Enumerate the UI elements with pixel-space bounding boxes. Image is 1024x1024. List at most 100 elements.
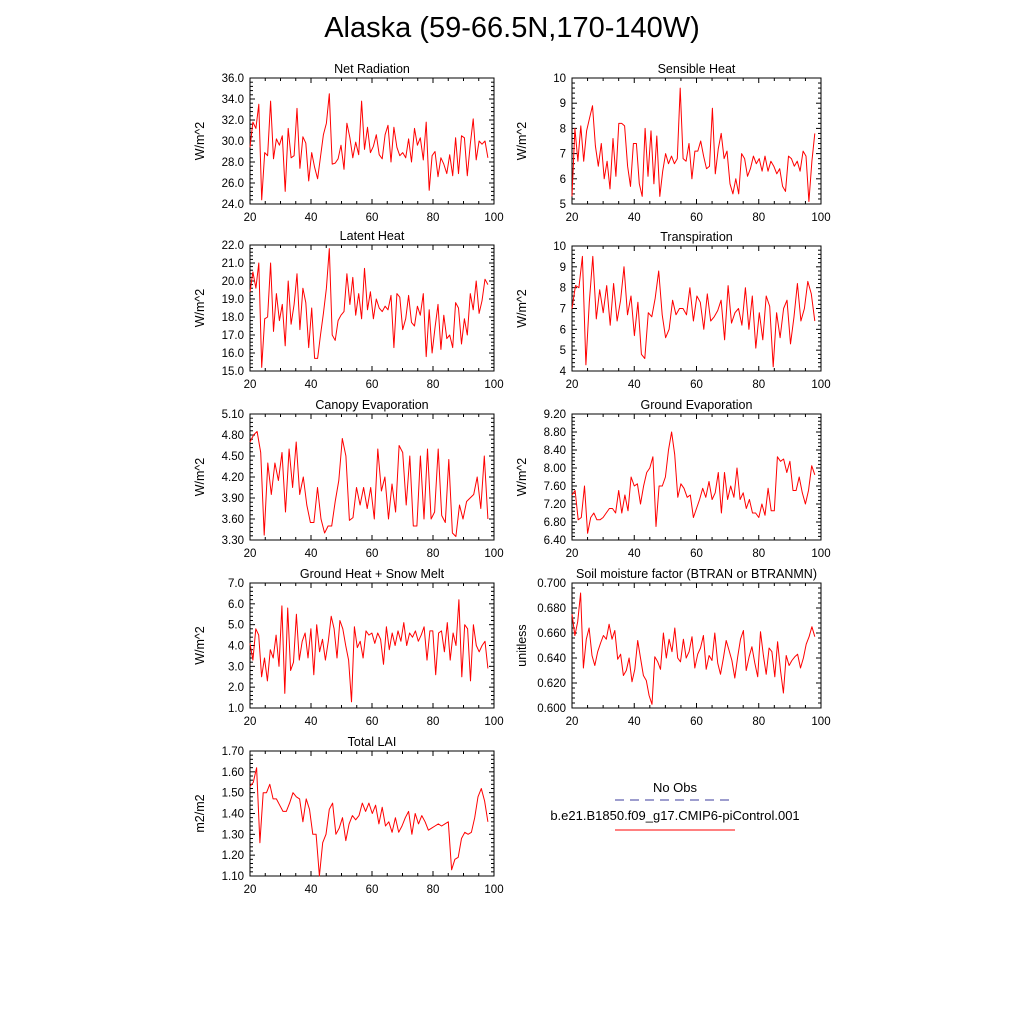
panel-title: Canopy Evaporation (315, 398, 428, 412)
y-tick-label: 6.80 (544, 517, 566, 529)
y-tick-label: 1.40 (222, 809, 244, 821)
y-tick-label: 0.680 (537, 603, 566, 615)
panel-net-radiation: Net Radiation 20 40 60 80 100 24.0 26.0 28.0 30.0… (193, 62, 504, 224)
y-tick-label: 8 (560, 283, 566, 295)
panel-title: Net Radiation (334, 62, 410, 76)
y-tick-label: 1.0 (228, 703, 244, 715)
y-tick-label: 9 (560, 262, 566, 274)
x-tick-label: 20 (244, 548, 257, 560)
x-tick-label: 80 (427, 212, 440, 224)
series-line-latent-heat (249, 248, 489, 368)
y-tick-label: 7.60 (544, 481, 566, 493)
x-tick-label: 40 (305, 884, 318, 896)
y-tick-label: 7.20 (544, 499, 566, 511)
series-line-transpiration (571, 255, 816, 368)
x-tick-label: 40 (305, 716, 318, 728)
y-tick-label: 3.90 (222, 493, 244, 505)
panel-title: Transpiration (660, 230, 733, 244)
x-tick-label: 80 (752, 716, 765, 728)
y-tick-label: 8.00 (544, 463, 566, 475)
series-line-ground-evaporation (571, 431, 816, 534)
series-line-sensible-heat (571, 87, 816, 202)
y-tick-label: 1.60 (222, 767, 244, 779)
y-tick-label: 7 (560, 304, 566, 316)
x-tick-label: 40 (305, 379, 318, 391)
x-tick-label: 80 (427, 379, 440, 391)
y-tick-label: 3.0 (228, 661, 244, 673)
y-tick-label: 1.10 (222, 871, 244, 883)
x-tick-label: 60 (366, 212, 379, 224)
y-tick-label: 18.0 (222, 312, 244, 324)
y-tick-label: 8 (560, 123, 566, 135)
x-tick-label: 60 (366, 548, 379, 560)
x-tick-label: 100 (811, 716, 830, 728)
x-tick-label: 100 (484, 212, 503, 224)
y-tick-label: 9 (560, 98, 566, 110)
y-tick-label: 26.0 (222, 178, 244, 190)
x-tick-label: 60 (690, 716, 703, 728)
x-tick-label: 20 (244, 884, 257, 896)
y-tick-label: 20.0 (222, 276, 244, 288)
x-tick-label: 80 (752, 212, 765, 224)
x-tick-label: 20 (244, 212, 257, 224)
legend-label-model-run: b.e21.B1850.f09_g17.CMIP6-piControl.001 (550, 808, 799, 823)
y-tick-label: 4.0 (228, 641, 244, 653)
y-tick-label: 0.640 (537, 653, 566, 665)
y-axis-label: W/m^2 (515, 122, 529, 161)
y-tick-label: 7 (560, 149, 566, 161)
x-tick-label: 100 (484, 379, 503, 391)
panel-sensible-heat: Sensible Heat 20 40 60 80 100 5 6 7 8 9 10 W/m^2 (515, 62, 831, 224)
x-tick-label: 40 (628, 716, 641, 728)
legend: No Obs b.e21.B1850.f09_g17.CMIP6-piContr… (550, 780, 800, 831)
y-tick-label: 0.600 (537, 703, 566, 715)
y-axis-label: W/m^2 (515, 289, 529, 328)
plot-frame (249, 77, 495, 205)
page-title: Alaska (59-66.5N,170-140W) (324, 12, 700, 44)
y-axis-label: m2/m2 (193, 794, 207, 832)
plot-frame (571, 413, 822, 541)
y-tick-label: 5 (560, 199, 566, 211)
panel-title: Ground Heat + Snow Melt (300, 567, 445, 581)
x-tick-label: 20 (244, 379, 257, 391)
x-tick-label: 60 (366, 716, 379, 728)
x-tick-label: 60 (690, 212, 703, 224)
series-line-soil-moisture-factor-btran-or-btranmn (571, 592, 816, 705)
series-line-ground-heat-snow-melt (249, 599, 489, 703)
y-axis-label: W/m^2 (193, 122, 207, 161)
x-tick-label: 60 (366, 379, 379, 391)
x-tick-label: 20 (566, 379, 579, 391)
y-tick-label: 1.50 (222, 788, 244, 800)
series-line-net-radiation (249, 93, 489, 201)
x-tick-label: 60 (366, 884, 379, 896)
x-tick-label: 40 (628, 379, 641, 391)
y-tick-label: 1.70 (222, 746, 244, 758)
x-tick-label: 20 (566, 212, 579, 224)
panel-title: Soil moisture factor (BTRAN or BTRANMN) (576, 567, 817, 581)
y-tick-label: 6 (560, 174, 566, 186)
y-tick-label: 0.660 (537, 628, 566, 640)
y-tick-label: 36.0 (222, 73, 244, 85)
y-tick-label: 17.0 (222, 330, 244, 342)
y-tick-label: 22.0 (222, 240, 244, 252)
y-tick-label: 2.0 (228, 682, 244, 694)
x-tick-label: 100 (484, 884, 503, 896)
x-tick-label: 100 (484, 548, 503, 560)
panel-soil-moisture-factor-btran-or-btranmn: Soil moisture factor (BTRAN or BTRANMN) 2… (515, 567, 831, 728)
panel-title: Sensible Heat (658, 62, 736, 76)
x-tick-label: 100 (811, 548, 830, 560)
y-tick-label: 10 (553, 73, 566, 85)
y-tick-label: 4.80 (222, 430, 244, 442)
panel-transpiration: Transpiration 20 40 60 80 100 4 5 6 7 8 9 10 W/m^2 (515, 230, 831, 391)
y-tick-label: 5.10 (222, 409, 244, 421)
legend-label-no-obs: No Obs (653, 780, 698, 795)
panel-ground-heat-snow-melt: Ground Heat + Snow Melt 20 40 60 80 100 1.0 2.0… (193, 567, 504, 728)
panel-title: Latent Heat (340, 229, 405, 243)
y-tick-label: 24.0 (222, 199, 244, 211)
y-tick-label: 19.0 (222, 294, 244, 306)
x-tick-label: 40 (628, 212, 641, 224)
y-axis-label: W/m^2 (193, 458, 207, 497)
y-tick-label: 4.20 (222, 472, 244, 484)
y-tick-label: 34.0 (222, 94, 244, 106)
y-tick-label: 3.60 (222, 514, 244, 526)
